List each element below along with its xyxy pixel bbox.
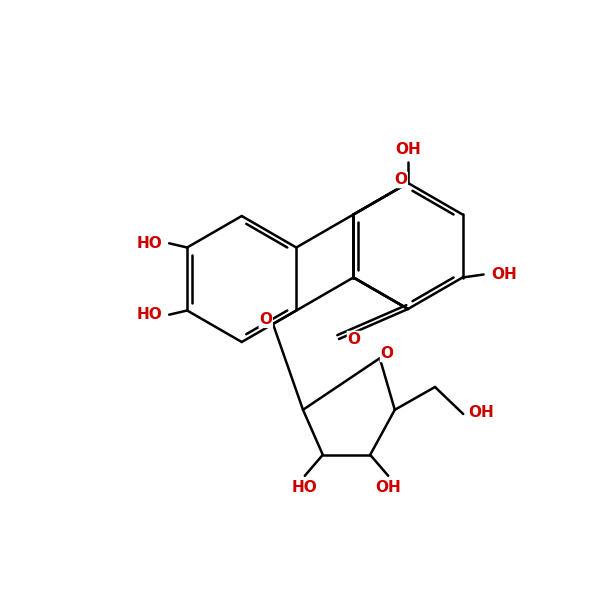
Text: O: O xyxy=(394,173,407,187)
Text: HO: HO xyxy=(136,236,162,251)
Text: OH: OH xyxy=(491,267,517,282)
Text: OH: OH xyxy=(376,480,401,496)
Text: OH: OH xyxy=(395,142,421,157)
Text: O: O xyxy=(259,312,272,328)
Text: O: O xyxy=(380,346,394,361)
Text: HO: HO xyxy=(292,480,317,496)
Text: OH: OH xyxy=(469,406,494,420)
Text: HO: HO xyxy=(136,307,162,322)
Text: O: O xyxy=(347,331,361,346)
